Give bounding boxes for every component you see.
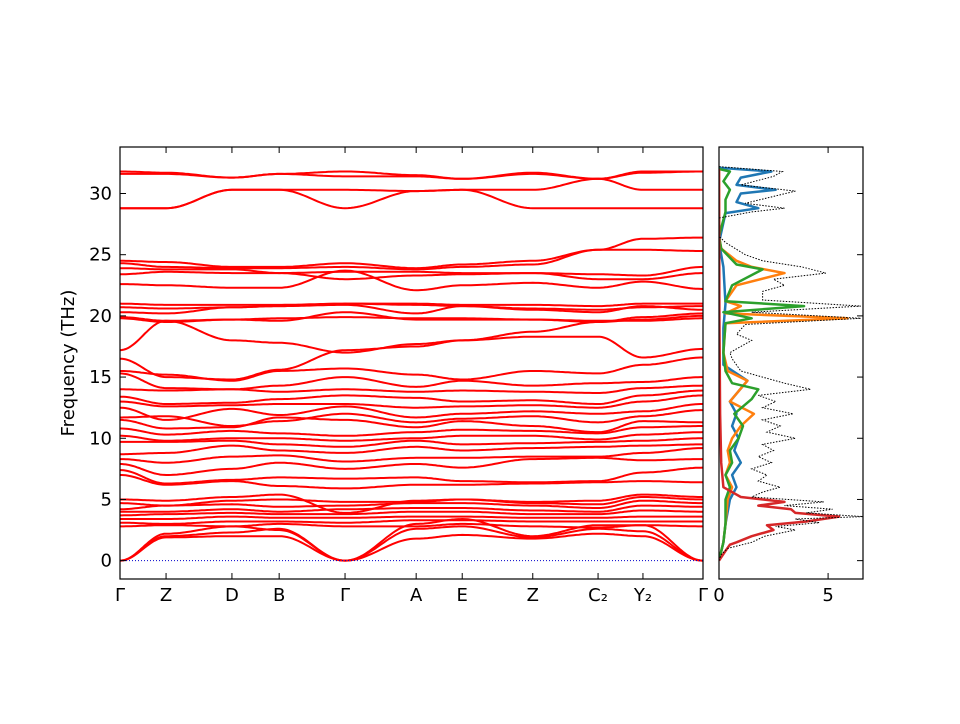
kpoint-label: D bbox=[225, 585, 239, 606]
band-line-34 bbox=[120, 499, 703, 511]
band-line-32 bbox=[120, 493, 703, 514]
kpoint-labels: Γ Z D B Γ A E Z C₂ Y₂ Γ bbox=[115, 585, 708, 606]
y-tick-label: 25 bbox=[89, 245, 112, 266]
band-line-20 bbox=[119, 394, 704, 409]
band-line-37 bbox=[120, 515, 703, 520]
dos-series-3 bbox=[719, 167, 806, 561]
kpoint-label: A bbox=[410, 585, 423, 606]
band-line-38 bbox=[120, 519, 703, 525]
band-line-5 bbox=[120, 248, 703, 271]
band-line-28 bbox=[120, 447, 703, 464]
dos-plot-frame bbox=[718, 146, 864, 580]
band-line-29 bbox=[120, 456, 703, 476]
y-tick-label: 30 bbox=[89, 184, 112, 205]
band-line-40 bbox=[119, 517, 704, 562]
band-line-41 bbox=[119, 525, 704, 562]
kpoint-label: C₂ bbox=[588, 585, 608, 606]
band-line-6 bbox=[120, 265, 704, 277]
dos-axis-ticks bbox=[718, 147, 863, 579]
band-line-11 bbox=[120, 303, 704, 315]
band-structure-panel: 0 5 10 15 20 25 30 Γ Z D B Γ A E Z C₂ Y₂ Γ Frequency (TH… bbox=[58, 146, 708, 606]
band-line-21 bbox=[120, 403, 703, 421]
kpoint-label: Γ bbox=[698, 585, 708, 606]
y-tick-label: 5 bbox=[101, 489, 112, 510]
band-line-22 bbox=[120, 409, 703, 427]
band-line-3 bbox=[120, 188, 703, 210]
dos-lines bbox=[719, 166, 863, 562]
y-tick-label: 0 bbox=[101, 551, 112, 572]
band-line-26 bbox=[120, 437, 703, 448]
y-tick-labels: 0 5 10 15 20 25 30 bbox=[89, 184, 112, 572]
band-lines bbox=[119, 170, 704, 562]
dos-series-4 bbox=[719, 168, 841, 562]
band-line-9 bbox=[119, 302, 703, 308]
band-line-23 bbox=[120, 416, 704, 434]
kpoint-label: Γ bbox=[115, 585, 125, 606]
band-line-14 bbox=[119, 312, 704, 354]
band-line-27 bbox=[120, 443, 703, 456]
band-plot-frame bbox=[119, 146, 704, 580]
y-tick-label: 10 bbox=[89, 428, 112, 449]
band-line-7 bbox=[120, 270, 703, 281]
kpoint-label: Γ bbox=[340, 585, 350, 606]
dos-x-tick-label: 5 bbox=[822, 585, 833, 606]
kpoint-label: Y₂ bbox=[633, 585, 652, 606]
dos-series-0 bbox=[719, 166, 863, 561]
band-line-1 bbox=[120, 170, 703, 180]
band-axis-ticks bbox=[119, 147, 704, 579]
band-line-19 bbox=[120, 389, 704, 405]
kpoint-label: E bbox=[457, 585, 468, 606]
band-line-35 bbox=[120, 504, 703, 513]
band-line-17 bbox=[119, 372, 703, 391]
band-line-8 bbox=[120, 269, 704, 292]
band-line-10 bbox=[120, 302, 703, 311]
band-line-4 bbox=[120, 236, 703, 270]
y-tick-label: 15 bbox=[89, 367, 112, 388]
y-axis-label: Frequency (THz) bbox=[58, 290, 79, 437]
band-line-36 bbox=[120, 509, 703, 517]
band-line-33 bbox=[120, 496, 704, 507]
dos-x-tick-label: 0 bbox=[713, 585, 724, 606]
band-line-16 bbox=[120, 356, 703, 382]
band-line-30 bbox=[120, 466, 704, 485]
band-line-31 bbox=[120, 474, 703, 490]
band-line-42 bbox=[119, 532, 704, 562]
band-line-24 bbox=[120, 425, 703, 437]
y-tick-label: 20 bbox=[89, 306, 112, 327]
band-line-15 bbox=[119, 335, 704, 381]
kpoint-label: Z bbox=[160, 585, 172, 606]
dos-series-1 bbox=[719, 166, 777, 561]
kpoint-label: B bbox=[273, 585, 285, 606]
kpoint-label: Z bbox=[527, 585, 539, 606]
band-line-2 bbox=[120, 177, 703, 210]
band-line-18 bbox=[120, 384, 704, 394]
band-line-39 bbox=[120, 522, 703, 529]
band-line-25 bbox=[120, 431, 704, 442]
